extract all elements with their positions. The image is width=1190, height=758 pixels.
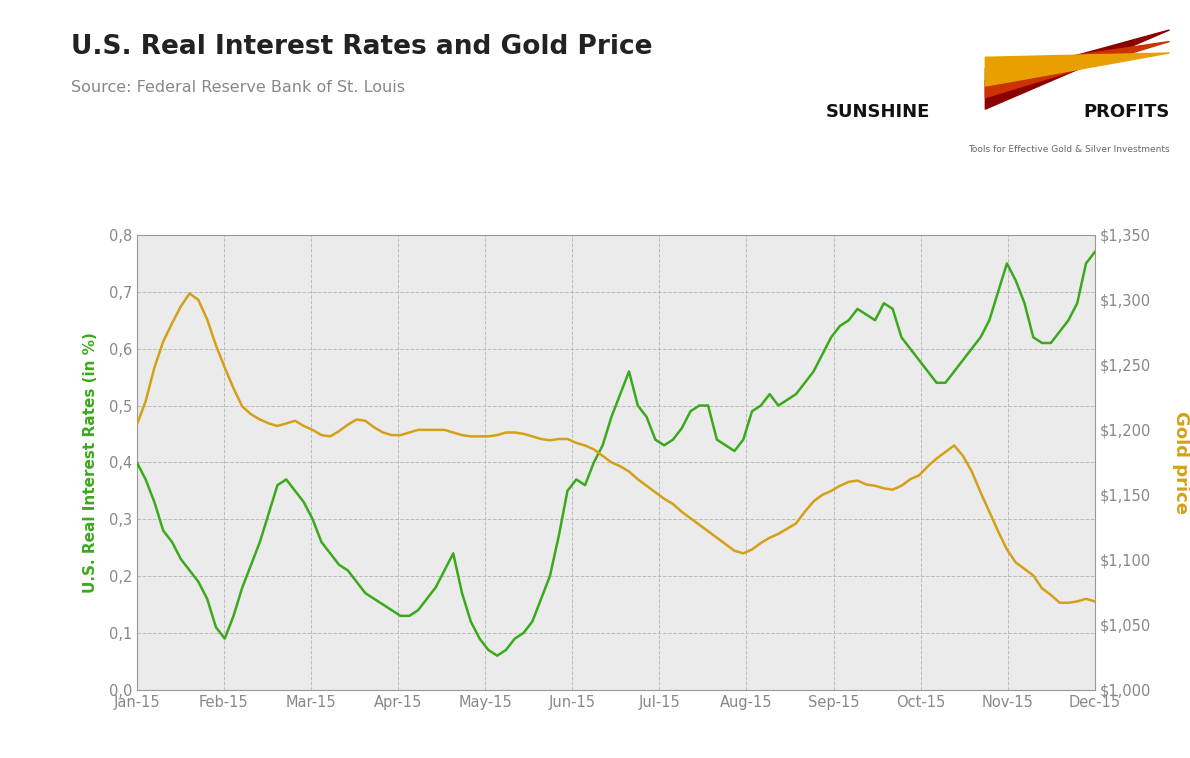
Text: SUNSHINE: SUNSHINE	[825, 103, 929, 121]
Polygon shape	[985, 30, 1170, 109]
Y-axis label: U.S. Real Interest Rates (in %): U.S. Real Interest Rates (in %)	[82, 332, 98, 593]
Text: PROFITS: PROFITS	[1083, 103, 1170, 121]
Y-axis label: Gold price: Gold price	[1172, 411, 1190, 514]
Text: Source: Federal Reserve Bank of St. Louis: Source: Federal Reserve Bank of St. Loui…	[71, 80, 406, 95]
Text: Tools for Effective Gold & Silver Investments: Tools for Effective Gold & Silver Invest…	[967, 145, 1170, 154]
Text: U.S. Real Interest Rates and Gold Price: U.S. Real Interest Rates and Gold Price	[71, 34, 653, 60]
Polygon shape	[985, 42, 1170, 98]
Polygon shape	[985, 53, 1170, 86]
